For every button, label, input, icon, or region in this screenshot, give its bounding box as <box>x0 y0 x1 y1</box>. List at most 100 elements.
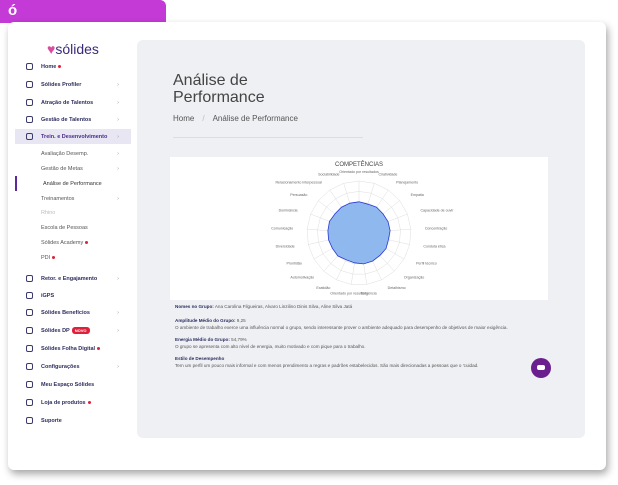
report-block: Energia Médio do Grupo: 54,79% O grupo se… <box>175 337 555 349</box>
sub-menu-item[interactable]: Análise de Performance <box>15 176 131 191</box>
menu-label: Sólides Academy <box>41 239 84 246</box>
sub-menu-item[interactable]: Gestão de Metas › <box>15 161 131 176</box>
axis-label: Diversidade <box>276 245 295 249</box>
menu-label: Análise de Performance <box>43 180 102 187</box>
menu-item[interactable]: Home <box>15 59 131 74</box>
menu-icon <box>26 345 33 352</box>
axis-label: Empatia <box>411 193 424 197</box>
report-label: Estilo de Desempenho <box>175 356 225 361</box>
divider <box>173 137 363 138</box>
menu-item[interactable]: iGPS <box>15 288 131 303</box>
axis-label: Persuasão <box>290 193 307 197</box>
menu-item[interactable]: Sólides Profiler › <box>15 77 131 92</box>
app-tab: ó <box>0 0 166 23</box>
chevron: › <box>117 275 119 282</box>
menu-icon <box>26 81 33 88</box>
menu-item[interactable]: Retor. e Engajamento › <box>15 271 131 286</box>
report-label: Nomes no Grupo: <box>175 304 214 309</box>
report-text: O grupo se apresenta com alto nível de e… <box>175 344 366 349</box>
menu-icon <box>26 275 33 282</box>
axis-label: Comunicação <box>271 226 293 230</box>
report-text: Tem um perfil um pouco mais informal e c… <box>175 363 479 368</box>
axis-label: Orientado por resultados <box>339 170 379 174</box>
menu-label: Sólides Folha Digital <box>41 345 96 352</box>
chevron: › <box>117 99 119 106</box>
grid-ring <box>306 180 412 285</box>
axis-label: Automotivação <box>290 276 314 280</box>
menu-label: Gestão de Talentos <box>41 116 92 123</box>
menu-item[interactable]: Loja de produtos <box>15 395 131 410</box>
menu-label: iGPS <box>41 292 55 299</box>
menu-label: Loja de produtos <box>41 399 86 406</box>
notification-dot <box>52 256 56 259</box>
sub-menu-item[interactable]: Treinamentos › <box>15 191 131 206</box>
axis-label: Capacidade de ouvir <box>420 209 454 213</box>
report-heading: Energia Médio do Grupo: 54,79% <box>175 337 555 342</box>
logo: ♥sólides <box>47 41 99 57</box>
menu-icon <box>26 292 33 299</box>
report-block: Estilo de Desempenho Tem um perfil um pou… <box>175 356 555 368</box>
menu-item[interactable]: Sólides DP NOVO › <box>15 323 131 338</box>
menu-item[interactable]: Meu Espaço Sólides <box>15 377 131 392</box>
axis-label: Planejamento <box>396 181 418 185</box>
chevron: › <box>117 195 119 202</box>
menu-icon <box>26 309 33 316</box>
sub-menu-item[interactable]: Avaliação Desemp. › <box>15 146 131 161</box>
report-heading: Estilo de Desempenho <box>175 356 555 361</box>
axis-label: Conduta ética <box>423 245 445 249</box>
axis-label: Organização <box>404 276 424 280</box>
axis-label: Exatidão <box>316 286 330 290</box>
grid-ring <box>317 191 401 275</box>
breadcrumb-item: Home <box>173 114 195 123</box>
report-heading: Amplitude Médio do Grupo: 9,25 <box>175 318 555 323</box>
axis-label: Exigência <box>361 291 377 295</box>
sub-menu-item[interactable]: Escola de Pessoas <box>15 220 131 235</box>
menu-item[interactable]: Suporte <box>15 413 131 428</box>
chevron: › <box>117 165 119 172</box>
menu-item[interactable]: Sólides Folha Digital <box>15 341 131 356</box>
chevron: › <box>117 81 119 88</box>
menu-label: Avaliação Desemp. <box>41 150 89 157</box>
menu-item[interactable]: Trein. e Desenvolvimento › <box>15 129 131 144</box>
sub-menu-item[interactable]: Sólides Academy <box>15 235 131 250</box>
radar-chart: COMPETÊNCIAS Orientado por resultadosCria… <box>170 157 548 300</box>
axis-label: Relacionamento interpessoal <box>275 181 322 185</box>
menu-label: Suporte <box>41 417 62 424</box>
page-title: Análise de Performance <box>173 72 265 106</box>
notification-dot <box>97 347 101 350</box>
report-label: Energia Médio do Grupo: <box>175 337 230 342</box>
menu-label: Retor. e Engajamento <box>41 275 98 282</box>
sub-menu-item[interactable]: Rhino <box>15 205 131 220</box>
menu-item[interactable]: Configurações › <box>15 359 131 374</box>
axis-label: Dominância <box>279 209 298 213</box>
report-value: 54,79% <box>231 337 247 342</box>
menu-label: Configurações <box>41 363 80 370</box>
menu-item[interactable]: Atração de Talentos › <box>15 95 131 110</box>
notification-dot <box>87 401 91 404</box>
axis-label: Sociabilidade <box>318 173 339 177</box>
menu-icon <box>26 363 33 370</box>
menu-icon <box>26 133 33 140</box>
menu-icon <box>26 381 33 388</box>
badge: NOVO <box>71 327 90 334</box>
chat-button[interactable] <box>531 358 551 378</box>
menu-label: Treinamentos <box>41 195 75 202</box>
report-label: Amplitude Médio do Grupo: <box>175 318 236 323</box>
notification-dot <box>58 65 62 68</box>
menu-icon <box>26 399 33 406</box>
breadcrumb-item: / <box>202 114 205 123</box>
menu-item[interactable]: Gestão de Talentos › <box>15 112 131 127</box>
menu-item[interactable]: Sólides Benefícios › <box>15 305 131 320</box>
notification-dot <box>85 241 89 244</box>
report-block: Amplitude Médio do Grupo: 9,25 O ambiente… <box>175 318 555 330</box>
report-block: Nomes no Grupo: Ana Carolina Filgueiras,… <box>175 304 555 309</box>
menu-label: Sólides Profiler <box>41 81 82 88</box>
menu-icon <box>26 417 33 424</box>
menu-icon <box>26 116 33 123</box>
menu-icon <box>26 99 33 106</box>
sub-menu-item[interactable]: PDI <box>15 250 131 265</box>
report-value: Ana Carolina Filgueiras, Alvaro Linzilin… <box>214 304 353 309</box>
menu-label: Atração de Talentos <box>41 99 94 106</box>
menu-label: Meu Espaço Sólides <box>41 381 95 388</box>
